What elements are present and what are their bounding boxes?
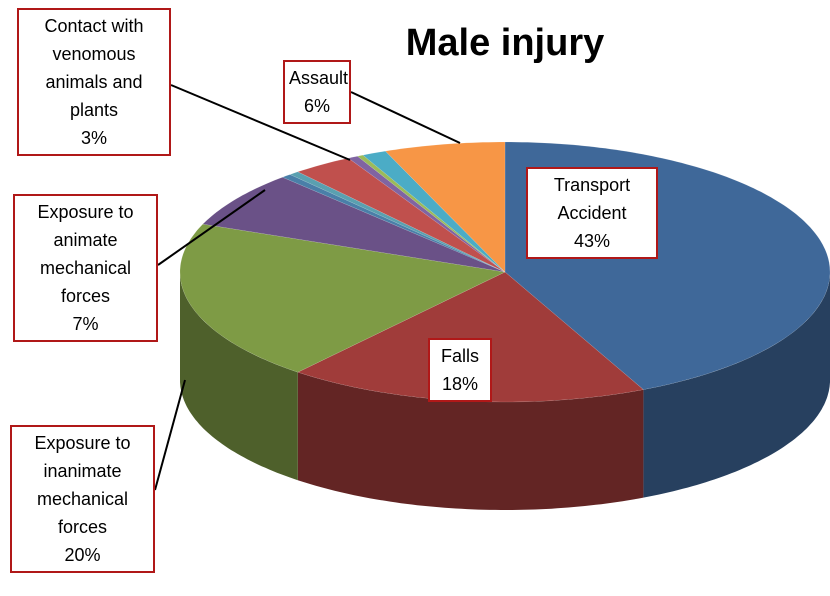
slice-side <box>297 372 644 510</box>
data-label: Assault 6% <box>283 60 351 124</box>
slice <box>348 156 506 273</box>
chart-title: Male injury <box>405 22 605 64</box>
slice <box>385 141 506 273</box>
data-label: Exposure to inanimate mechanical forces 2… <box>10 425 155 573</box>
slice <box>202 177 506 273</box>
label-category: Falls <box>440 346 479 366</box>
data-label: Transport Accident 43% <box>526 167 658 259</box>
label-value: 6% <box>303 96 330 116</box>
label-category: Exposure to inanimate mechanical forces <box>34 433 131 537</box>
label-value: 18% <box>441 374 479 394</box>
label-value: 3% <box>80 128 107 148</box>
leader-line <box>157 189 266 266</box>
slice <box>297 157 506 273</box>
leader-line <box>154 379 186 491</box>
slice <box>179 223 506 373</box>
leader-line <box>170 84 351 161</box>
label-category: Transport Accident <box>553 175 631 223</box>
slice <box>362 150 506 273</box>
label-category: Contact with venomous animals and plants <box>44 16 144 120</box>
data-label: Exposure to animate mechanical forces 7% <box>13 194 158 342</box>
label-category: Assault <box>289 68 349 88</box>
label-value: 7% <box>72 314 99 334</box>
slice-side <box>180 272 298 481</box>
slice-side <box>643 272 830 498</box>
label-value: 20% <box>64 545 101 565</box>
label-category: Exposure to animate mechanical forces <box>37 202 134 306</box>
data-label: Contact with venomous animals and plants… <box>17 8 171 156</box>
leader-line <box>350 91 461 144</box>
data-label: Falls 18% <box>428 338 492 402</box>
label-value: 43% <box>573 231 611 251</box>
